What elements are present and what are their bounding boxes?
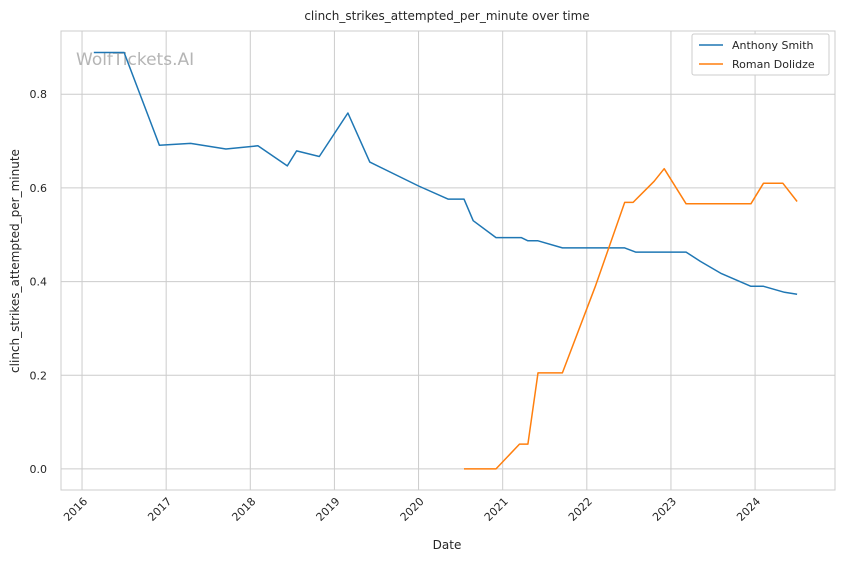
y-tick-labels: 0.0 0.2 0.4 0.6 0.8 (30, 88, 48, 476)
y-tick-label: 0.2 (30, 369, 48, 382)
y-tick-label: 0.0 (30, 463, 48, 476)
legend-box (691, 33, 830, 76)
y-axis-label: clinch_strikes_attempted_per_minute (8, 149, 22, 373)
y-tick-label: 0.4 (30, 276, 48, 289)
y-tick-label: 0.6 (30, 182, 48, 195)
legend: Anthony Smith Roman Dolidze (691, 33, 830, 76)
grid-lines (61, 31, 835, 490)
series-layer (93, 51, 798, 470)
series-line-roman-dolidze (464, 167, 798, 470)
legend-label-anthony-smith: Anthony Smith (732, 39, 814, 52)
series-line-anthony-smith (93, 51, 798, 295)
watermark: WolfTickets.AI (76, 50, 194, 70)
legend-label-roman-dolidze: Roman Dolidze (732, 58, 815, 71)
x-axis-label: Date (433, 538, 462, 552)
plot-frame (60, 30, 836, 491)
chart-title: clinch_strikes_attempted_per_minute over… (304, 9, 589, 23)
y-tick-label: 0.8 (30, 88, 48, 101)
